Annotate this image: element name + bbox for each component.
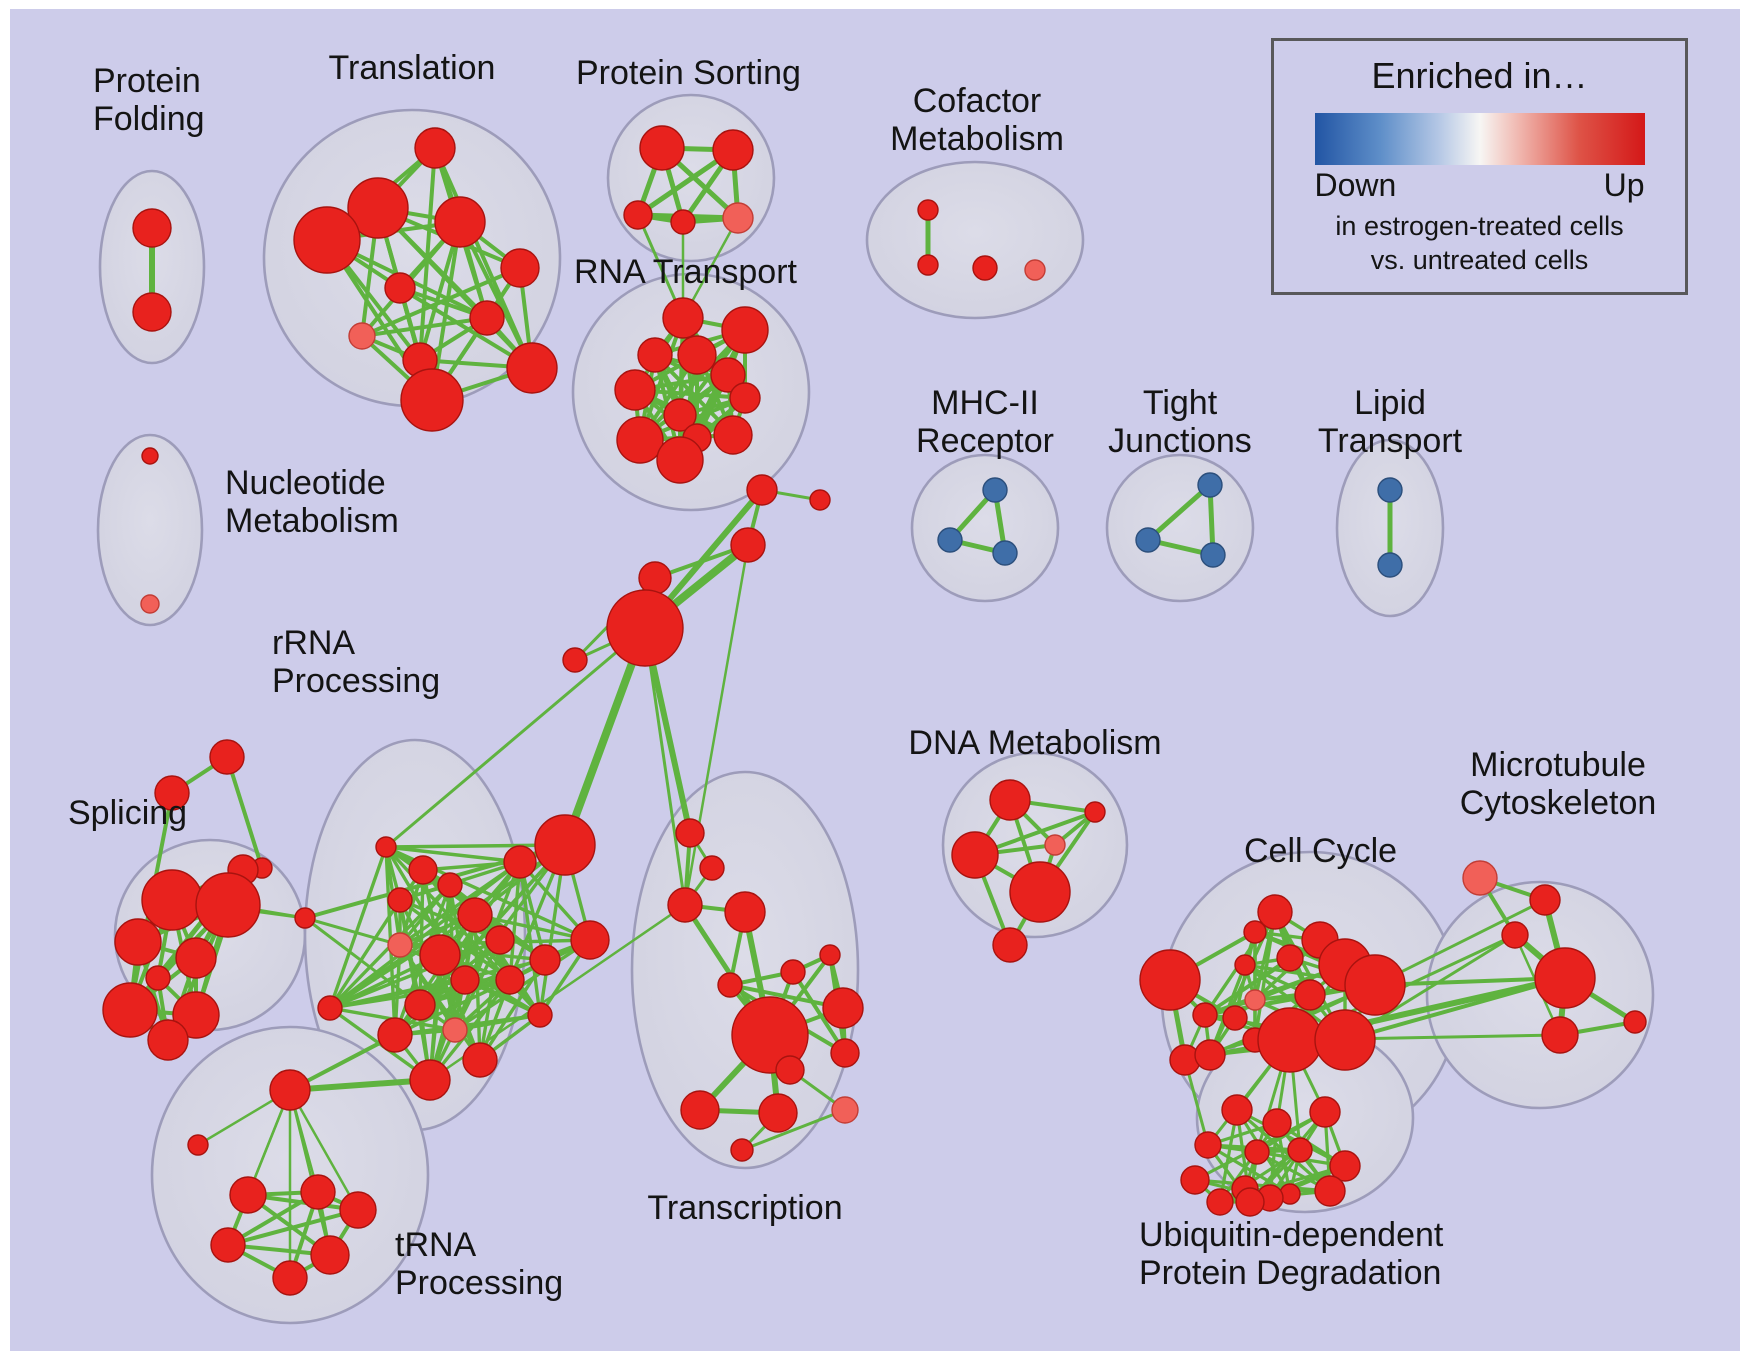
- svg-text:Cytoskeleton: Cytoskeleton: [1460, 784, 1657, 822]
- svg-text:Cofactor: Cofactor: [913, 82, 1042, 120]
- svg-text:Splicing: Splicing: [68, 794, 187, 832]
- svg-text:MHC-II: MHC-II: [931, 384, 1039, 422]
- svg-text:DNA Metabolism: DNA Metabolism: [908, 724, 1161, 762]
- svg-text:Nucleotide: Nucleotide: [225, 464, 386, 502]
- svg-text:rRNA: rRNA: [272, 624, 355, 662]
- svg-text:RNA Transport: RNA Transport: [574, 253, 798, 291]
- svg-text:Translation: Translation: [329, 49, 496, 87]
- svg-text:Protein: Protein: [93, 62, 201, 100]
- svg-text:Processing: Processing: [395, 1264, 563, 1302]
- svg-text:Protein Degradation: Protein Degradation: [1139, 1254, 1441, 1292]
- svg-text:Folding: Folding: [93, 100, 205, 138]
- svg-text:Metabolism: Metabolism: [890, 120, 1064, 158]
- svg-text:Junctions: Junctions: [1108, 422, 1252, 460]
- svg-text:Transport: Transport: [1318, 422, 1463, 460]
- svg-text:Tight: Tight: [1143, 384, 1218, 422]
- svg-text:Receptor: Receptor: [916, 422, 1054, 460]
- svg-text:Cell Cycle: Cell Cycle: [1244, 832, 1397, 870]
- svg-text:Ubiquitin-dependent: Ubiquitin-dependent: [1139, 1216, 1444, 1254]
- svg-text:Metabolism: Metabolism: [225, 502, 399, 540]
- svg-text:Transcription: Transcription: [647, 1189, 842, 1227]
- svg-text:Protein Sorting: Protein Sorting: [576, 54, 801, 92]
- svg-text:tRNA: tRNA: [395, 1226, 477, 1264]
- svg-text:Processing: Processing: [272, 662, 440, 700]
- svg-text:Lipid: Lipid: [1354, 384, 1426, 422]
- svg-text:Microtubule: Microtubule: [1470, 746, 1646, 784]
